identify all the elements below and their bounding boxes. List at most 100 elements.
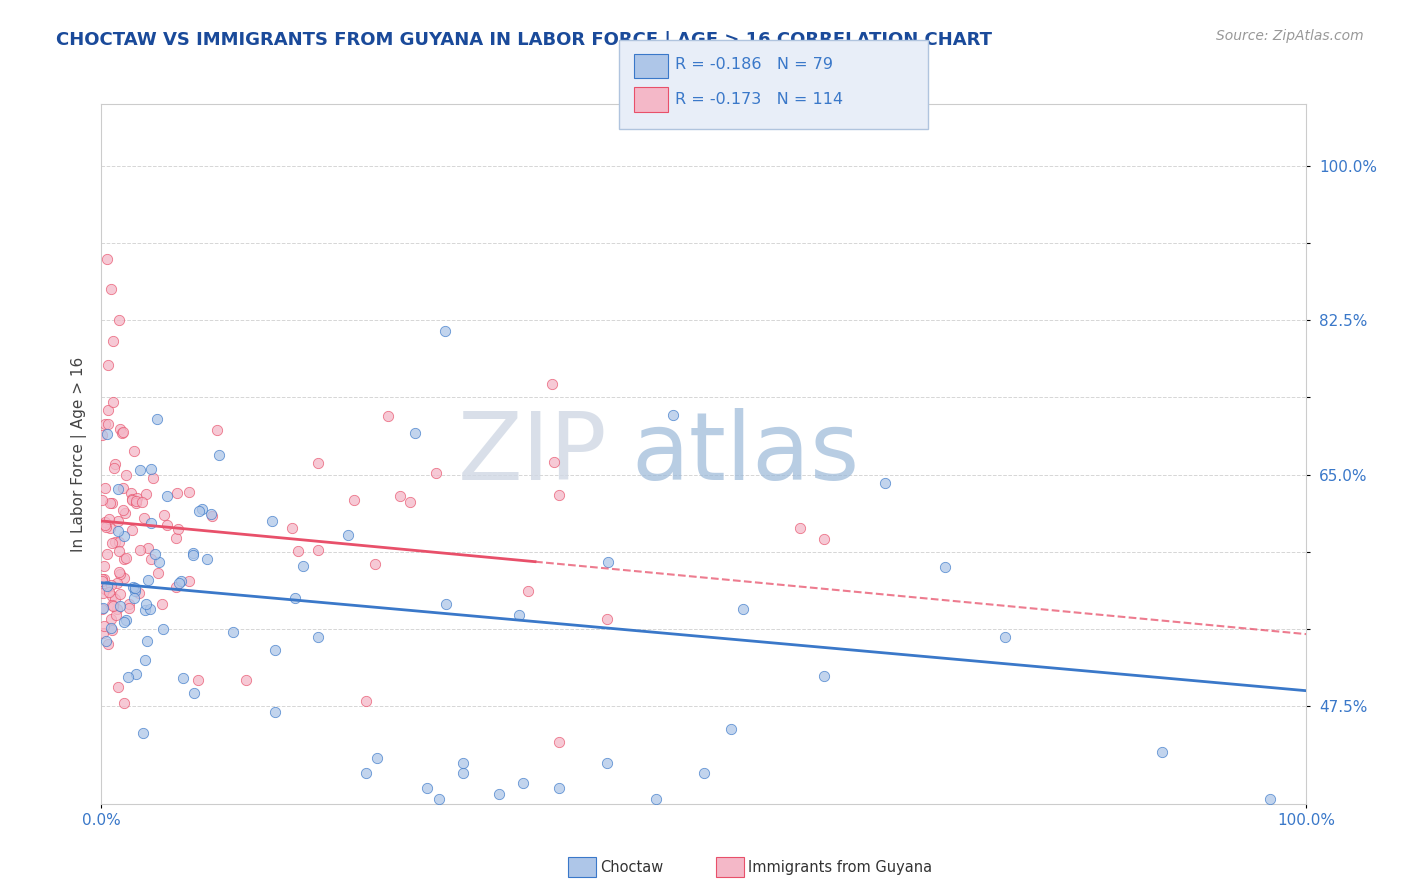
Point [475,817,498,831]
Point [280,521,302,535]
Point [91,601,114,615]
Point [96,579,118,593]
Point [101,624,124,638]
Point [364,558,387,572]
Point [661,408,683,422]
Point [1258,791,1281,805]
Point [108,535,131,549]
Point [100,578,122,592]
Point [125,496,148,510]
Point [177,574,200,589]
Point [165,580,187,594]
Point [121,580,143,594]
Point [91,601,114,615]
Point [91,493,114,508]
Point [934,560,956,574]
Point [415,781,437,796]
Point [134,653,156,667]
Point [156,489,179,503]
Point [512,776,534,790]
Point [94,633,117,648]
Point [134,511,156,525]
Point [125,491,148,505]
Point [118,597,141,611]
Point [195,551,218,566]
Point [813,533,835,547]
Point [287,544,309,558]
Point [336,528,359,542]
Point [598,555,620,569]
Point [105,576,128,591]
Point [112,696,135,710]
Point [120,486,142,500]
Point [96,427,118,442]
Point [108,544,131,558]
Point [451,766,474,780]
Point [94,481,117,495]
Point [141,516,163,530]
Point [107,482,129,496]
Point [96,548,118,562]
Point [292,558,315,573]
Point [101,536,124,550]
Point [1150,746,1173,760]
Point [100,621,122,635]
Point [108,313,131,327]
Point [114,615,136,630]
Point [93,582,115,596]
Point [307,456,329,470]
Point [132,726,155,740]
Point [205,423,228,437]
Point [91,427,114,442]
Point [548,488,571,502]
Point [167,575,190,590]
Point [100,599,122,613]
Point [508,607,530,622]
Point [100,282,122,296]
Point [190,502,212,516]
Point [97,585,120,599]
Point [125,666,148,681]
Point [91,572,114,586]
Point [208,448,231,462]
Point [596,756,619,770]
Point [143,548,166,562]
Point [543,455,565,469]
Point [434,597,457,611]
Point [97,417,120,432]
Point [100,496,122,510]
Point [548,781,571,796]
Point [148,556,170,570]
Point [117,670,139,684]
Point [356,694,378,708]
Point [112,425,135,440]
Point [110,421,132,435]
Point [121,523,143,537]
Point [112,552,135,566]
Point [399,495,422,509]
Point [156,518,179,533]
Point [107,524,129,538]
Point [97,358,120,372]
Point [108,565,131,579]
Text: ZIP: ZIP [458,408,607,500]
Point [108,599,131,613]
Point [96,252,118,266]
Point [115,468,138,483]
Point [139,552,162,566]
Point [166,532,188,546]
Point [146,566,169,581]
Point [433,324,456,338]
Point [93,558,115,573]
Point [93,516,115,530]
Point [135,487,157,501]
Point [307,630,329,644]
Point [356,766,378,780]
Point [183,686,205,700]
Point [813,669,835,683]
Point [104,457,127,471]
Point [104,592,127,607]
Point [183,548,205,562]
Point [141,461,163,475]
Text: R = -0.186   N = 79: R = -0.186 N = 79 [675,57,832,71]
